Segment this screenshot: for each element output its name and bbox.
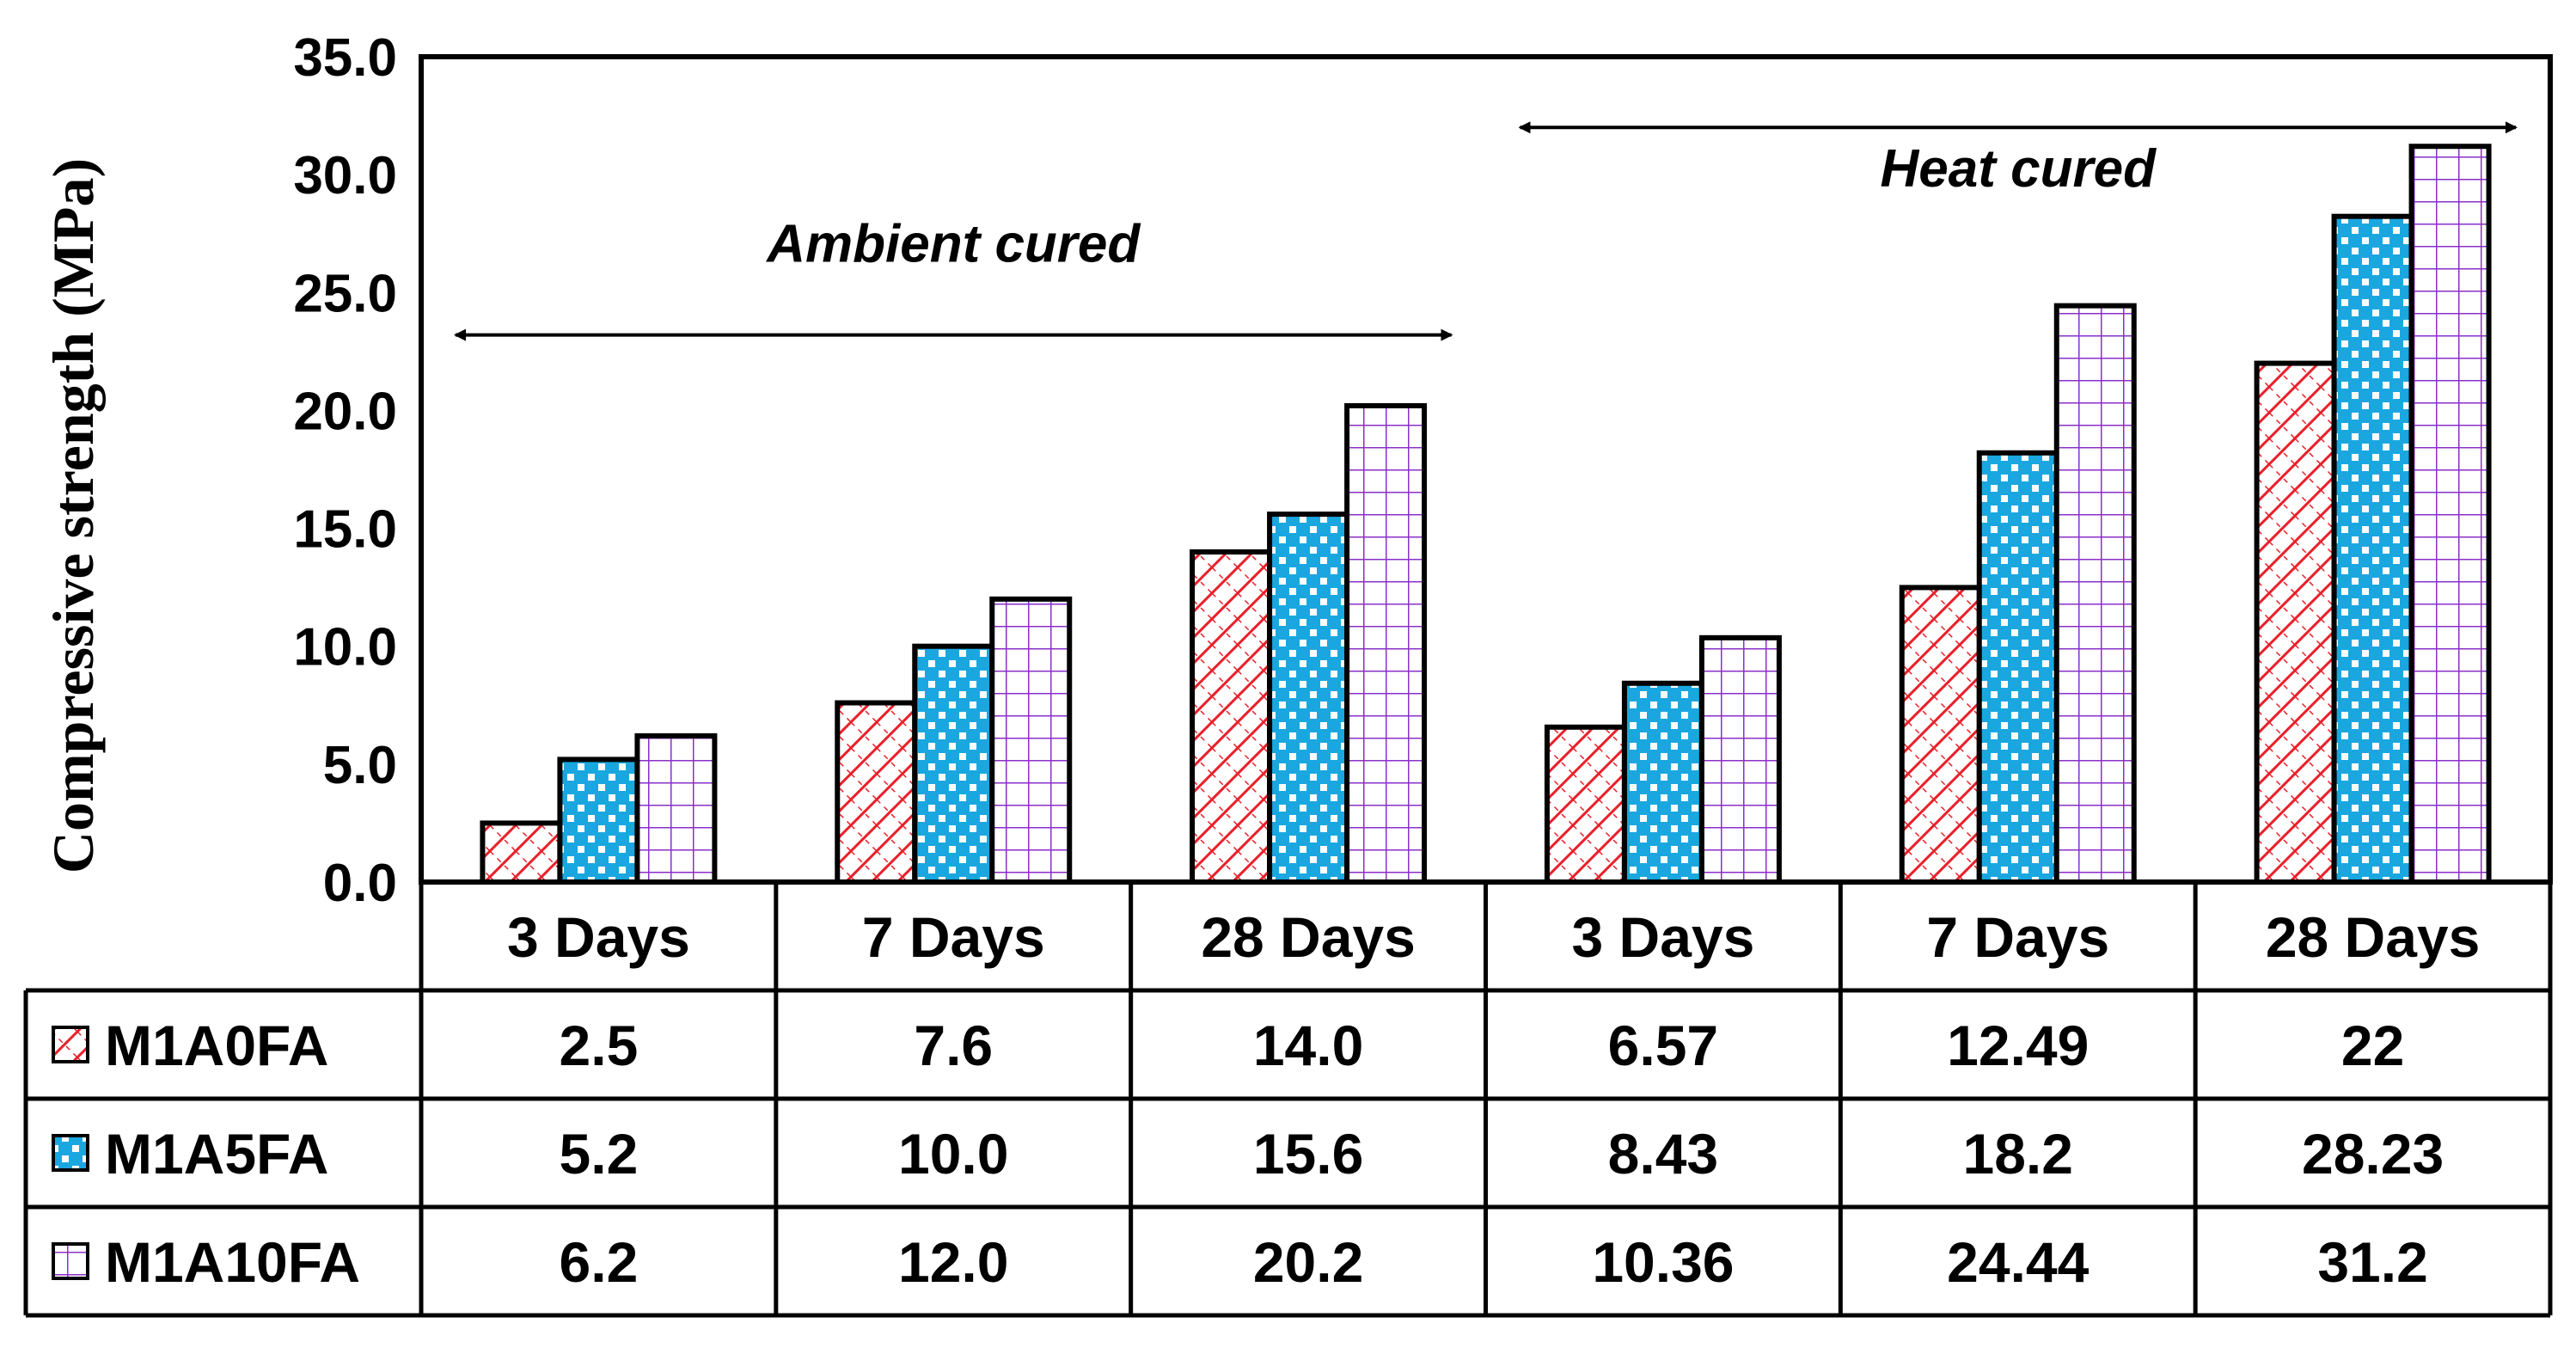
- annotation-heat-cured: Heat cured: [1518, 121, 2518, 199]
- bar-m1a0fa-5: [2254, 360, 2337, 885]
- bar-m1a5fa-4: [1976, 450, 2059, 885]
- legend-name-m1a0fa: M1A0FA: [105, 1014, 328, 1077]
- category-2: 28 Days: [1201, 905, 1416, 969]
- y-tick-0: 0.0: [323, 854, 397, 913]
- y-tick-labels: 0.0 5.0 10.0 15.0 20.0 25.0 30.0 35.0: [293, 28, 397, 913]
- bar-m1a0fa-0: [480, 820, 563, 885]
- data-table: 3 Days 7 Days 28 Days 3 Days 7 Days 28 D…: [23, 882, 2553, 1318]
- cell-m1a10fa-5: 31.2: [2317, 1230, 2427, 1294]
- y-tick-2: 10.0: [293, 618, 397, 677]
- category-0: 3 Days: [507, 905, 690, 969]
- y-tick-4: 20.0: [293, 382, 397, 441]
- cell-m1a0fa-5: 22: [2341, 1014, 2404, 1077]
- legend-name-m1a5fa: M1A5FA: [105, 1122, 328, 1186]
- heat-cured-label: Heat cured: [1881, 139, 2157, 199]
- bar-m1a0fa-1: [835, 700, 918, 885]
- bar-m1a10fa-3: [1698, 634, 1782, 885]
- annotation-ambient-cured: Ambient cured: [454, 215, 1453, 341]
- category-3: 3 Days: [1572, 905, 1755, 969]
- ambient-cured-label: Ambient cured: [765, 215, 1141, 274]
- legend-name-m1a10fa: M1A10FA: [105, 1230, 360, 1294]
- bar-m1a10fa-0: [634, 732, 718, 885]
- cell-m1a10fa-0: 6.2: [560, 1230, 639, 1294]
- cell-m1a10fa-1: 12.0: [898, 1230, 1008, 1294]
- cell-m1a0fa-0: 2.5: [560, 1014, 639, 1077]
- bars-group: [480, 144, 2492, 885]
- bar-m1a5fa-1: [912, 643, 995, 885]
- bar-m1a10fa-4: [2053, 303, 2137, 885]
- y-tick-1: 5.0: [323, 736, 397, 795]
- cell-m1a5fa-5: 28.23: [2302, 1122, 2444, 1186]
- bar-m1a5fa-5: [2331, 213, 2414, 885]
- cell-m1a0fa-4: 12.49: [1947, 1014, 2089, 1077]
- category-5: 28 Days: [2266, 905, 2481, 969]
- cell-m1a0fa-1: 7.6: [914, 1014, 993, 1077]
- bar-m1a0fa-4: [1899, 585, 1982, 885]
- bar-m1a0fa-3: [1544, 724, 1627, 885]
- category-4: 7 Days: [1926, 905, 2109, 969]
- legend-swatch-m1a0fa: [52, 1026, 89, 1063]
- cell-m1a10fa-4: 24.44: [1947, 1230, 2089, 1294]
- cell-m1a0fa-3: 6.57: [1608, 1014, 1718, 1077]
- plot-area-frame: [419, 54, 2553, 885]
- table-grid-lines: [23, 882, 2553, 1318]
- y-tick-3: 15.0: [293, 500, 397, 560]
- cell-m1a5fa-2: 15.6: [1253, 1122, 1363, 1186]
- cell-m1a5fa-4: 18.2: [1963, 1122, 2073, 1186]
- cell-m1a10fa-2: 20.2: [1253, 1230, 1363, 1294]
- y-axis-label: Compressive strength (MPa): [40, 158, 106, 873]
- bar-m1a5fa-2: [1267, 512, 1350, 885]
- bar-m1a10fa-5: [2408, 144, 2492, 885]
- cell-m1a5fa-3: 8.43: [1608, 1122, 1718, 1186]
- cell-m1a0fa-2: 14.0: [1253, 1014, 1363, 1077]
- bar-m1a10fa-1: [989, 596, 1073, 885]
- y-tick-7: 35.0: [293, 28, 397, 88]
- legend-swatch-m1a10fa: [52, 1242, 89, 1280]
- cell-m1a5fa-0: 5.2: [560, 1122, 639, 1186]
- legend-swatch-m1a5fa: [52, 1134, 89, 1172]
- bar-m1a0fa-2: [1190, 549, 1273, 885]
- category-1: 7 Days: [862, 905, 1045, 969]
- cell-m1a10fa-3: 10.36: [1592, 1230, 1734, 1294]
- bar-m1a10fa-2: [1344, 402, 1428, 885]
- cell-m1a5fa-1: 10.0: [898, 1122, 1008, 1186]
- y-tick-6: 30.0: [293, 146, 397, 205]
- bar-m1a5fa-3: [1621, 680, 1704, 885]
- bar-m1a5fa-0: [557, 757, 640, 885]
- y-tick-5: 25.0: [293, 264, 397, 323]
